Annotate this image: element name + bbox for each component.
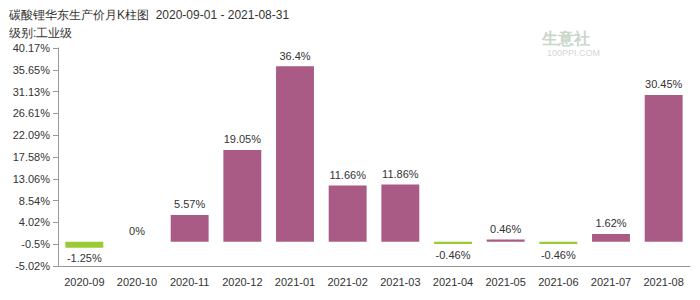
svg-text:-5.02%: -5.02% [15, 260, 50, 272]
svg-text:-0.5%: -0.5% [21, 238, 50, 250]
svg-text:2021-08: 2021-08 [643, 276, 683, 288]
svg-text:5.57%: 5.57% [174, 198, 205, 210]
svg-text:-1.25%: -1.25% [67, 252, 102, 264]
svg-text:30.45%: 30.45% [645, 78, 683, 90]
svg-text:2021-05: 2021-05 [485, 276, 525, 288]
svg-text:31.13%: 31.13% [13, 86, 51, 98]
svg-text:生意社: 生意社 [541, 30, 590, 47]
svg-text:2021-03: 2021-03 [380, 276, 420, 288]
svg-text:22.09%: 22.09% [13, 129, 51, 141]
svg-text:2021-04: 2021-04 [433, 276, 473, 288]
svg-text:0.46%: 0.46% [490, 223, 521, 235]
svg-text:13.06%: 13.06% [13, 173, 51, 185]
svg-text:8.54%: 8.54% [19, 195, 50, 207]
svg-text:碳酸锂华东生产价月K柱图 2020-09-01 - 202: 碳酸锂华东生产价月K柱图 2020-09-01 - 2021-08-31 [8, 8, 289, 22]
svg-text:19.05%: 19.05% [224, 133, 262, 145]
svg-text:1.62%: 1.62% [595, 217, 626, 229]
svg-text:0%: 0% [129, 225, 145, 237]
svg-text:2020-09: 2020-09 [64, 276, 104, 288]
svg-text:26.61%: 26.61% [13, 107, 51, 119]
svg-text:40.17%: 40.17% [13, 42, 51, 54]
svg-text:2021-07: 2021-07 [591, 276, 631, 288]
svg-text:2020-12: 2020-12 [222, 276, 262, 288]
svg-text:11.66%: 11.66% [329, 169, 366, 181]
svg-text:2020-11: 2020-11 [170, 276, 210, 288]
svg-text:2020-10: 2020-10 [117, 276, 157, 288]
svg-text:-0.46%: -0.46% [541, 249, 576, 261]
svg-text:4.02%: 4.02% [19, 216, 50, 228]
svg-text:11.86%: 11.86% [382, 168, 419, 180]
svg-text:2021-02: 2021-02 [327, 276, 367, 288]
svg-text:17.58%: 17.58% [13, 151, 51, 163]
svg-text:35.65%: 35.65% [13, 64, 51, 76]
svg-text:-0.46%: -0.46% [436, 249, 471, 261]
svg-text:100PPI.COM: 100PPI.COM [547, 48, 600, 58]
svg-text:2021-01: 2021-01 [275, 276, 315, 288]
svg-text:2021-06: 2021-06 [538, 276, 578, 288]
svg-text:级别:工业级: 级别:工业级 [9, 26, 72, 40]
svg-text:36.4%: 36.4% [279, 50, 310, 62]
